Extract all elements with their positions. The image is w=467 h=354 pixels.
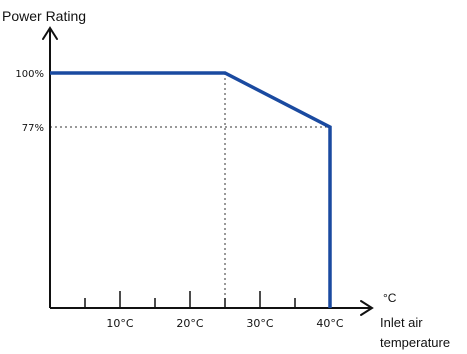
power-rating-line — [50, 71, 332, 308]
x-tick-labels: 10°C 20°C 30°C 40°C — [106, 317, 343, 330]
x-tick-label: 20°C — [176, 317, 203, 330]
y-tick-labels: 100% 77% — [15, 69, 44, 134]
y-tick-label: 77% — [22, 123, 44, 134]
x-unit-label: °C — [383, 291, 397, 305]
y-tick-label: 100% — [15, 69, 44, 80]
y-axis-label: Power Rating — [2, 8, 86, 24]
y-axis-arrow — [42, 26, 58, 40]
axes — [42, 26, 374, 316]
x-tick-label: 40°C — [316, 317, 343, 330]
x-ticks — [84, 291, 331, 308]
x-axis-arrow — [360, 300, 374, 316]
x-tick-label: 10°C — [106, 317, 133, 330]
series — [50, 71, 332, 308]
x-axis-label-line1: Inlet air — [380, 315, 423, 330]
x-axis-label-line2: temperature — [380, 335, 450, 350]
guide-lines — [50, 73, 330, 308]
x-tick-label: 30°C — [246, 317, 273, 330]
